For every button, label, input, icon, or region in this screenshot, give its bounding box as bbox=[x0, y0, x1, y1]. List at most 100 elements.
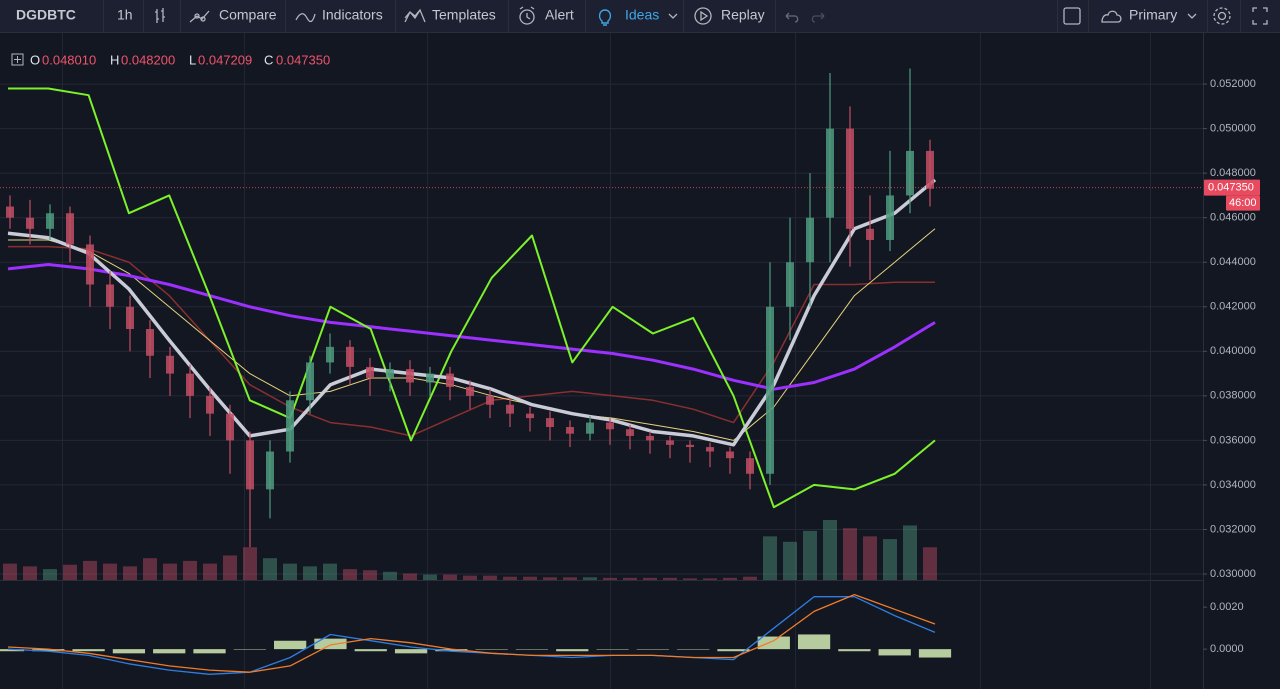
y-tick-label: 0.052000 bbox=[1210, 78, 1256, 90]
histogram-bar bbox=[556, 649, 589, 652]
separators bbox=[103, 0, 1241, 32]
cloud-icon[interactable] bbox=[1101, 10, 1122, 23]
compare-icon[interactable] bbox=[189, 10, 210, 23]
indicator-line bbox=[8, 87, 936, 509]
layout-caret[interactable] bbox=[1187, 13, 1197, 19]
histogram-bar bbox=[193, 649, 226, 654]
y-tick-label: 0.046000 bbox=[1210, 212, 1256, 224]
volume-bar bbox=[723, 577, 737, 580]
candle-body bbox=[506, 404, 514, 414]
interval[interactable]: 1h bbox=[117, 7, 133, 23]
symbol[interactable]: DGDBTC bbox=[16, 7, 76, 23]
ideas-caret[interactable] bbox=[668, 13, 678, 19]
candle-body bbox=[186, 373, 194, 396]
candle-body bbox=[586, 422, 594, 434]
candle-body bbox=[106, 284, 114, 307]
candle-body bbox=[846, 128, 854, 229]
histogram-bar bbox=[596, 649, 629, 650]
volume-bar bbox=[763, 536, 777, 580]
layout-name[interactable]: Primary bbox=[1129, 7, 1177, 23]
settings-icon[interactable] bbox=[1213, 7, 1231, 25]
toolbar-button[interactable]: Templates bbox=[432, 7, 496, 23]
indicator-line bbox=[8, 245, 935, 437]
volume-bar bbox=[423, 574, 437, 580]
ideas-icon[interactable] bbox=[598, 9, 612, 26]
toolbar-button[interactable]: Indicators bbox=[322, 7, 383, 23]
volume-bar bbox=[803, 530, 817, 580]
y-tick-label: 0.050000 bbox=[1210, 123, 1256, 135]
bar-style-icon[interactable] bbox=[155, 8, 165, 23]
volume-bar bbox=[243, 547, 257, 580]
candle-body bbox=[406, 369, 414, 383]
candle-body bbox=[886, 195, 894, 240]
layout-icon[interactable] bbox=[1063, 7, 1081, 25]
toolbar-button[interactable]: Ideas bbox=[625, 7, 659, 23]
volume-bar bbox=[43, 569, 57, 580]
candle-body bbox=[426, 373, 434, 383]
y-tick-label: 0.0000 bbox=[1210, 643, 1244, 655]
countdown: 46:00 bbox=[1229, 197, 1257, 209]
open-label: O bbox=[30, 52, 40, 67]
candle-body bbox=[786, 262, 794, 307]
toolbar-button[interactable]: Alert bbox=[545, 7, 574, 23]
histogram-bar bbox=[354, 649, 387, 652]
toolbar-button[interactable]: Replay bbox=[721, 7, 765, 23]
templates-icon[interactable] bbox=[404, 8, 426, 23]
toolbar bbox=[0, 0, 1280, 32]
volume-bar bbox=[543, 577, 557, 580]
volume-bar bbox=[123, 566, 137, 580]
candle-body bbox=[726, 451, 734, 459]
high-value: 0.048200 bbox=[121, 52, 175, 67]
y-tick-label: 0.048000 bbox=[1210, 167, 1256, 179]
volume-bar bbox=[363, 570, 377, 580]
candle-body bbox=[686, 444, 694, 448]
countdown-box bbox=[1226, 195, 1260, 211]
candle-body bbox=[546, 418, 554, 428]
histogram-bar bbox=[918, 649, 952, 658]
alert-icon[interactable] bbox=[519, 6, 535, 25]
volume-bar bbox=[163, 563, 177, 580]
redo[interactable] bbox=[811, 12, 825, 23]
candle-body bbox=[266, 451, 274, 490]
legend-toggle[interactable] bbox=[11, 53, 24, 66]
candle-body bbox=[446, 373, 454, 387]
candle-body bbox=[706, 447, 714, 452]
y-tick-label: 0.0020 bbox=[1210, 601, 1244, 613]
undo[interactable] bbox=[785, 12, 799, 23]
histogram-bar bbox=[153, 649, 186, 654]
candle-body bbox=[346, 346, 354, 367]
candle-body bbox=[526, 413, 534, 419]
volume-bar bbox=[663, 577, 677, 580]
volume-bar bbox=[623, 577, 637, 580]
volume-bar bbox=[63, 564, 77, 580]
replay-icon[interactable] bbox=[694, 7, 712, 25]
volume-bar bbox=[223, 555, 237, 580]
candle-body bbox=[746, 458, 754, 474]
vertical-grid bbox=[62, 33, 1151, 689]
y-tick-label: 0.040000 bbox=[1210, 345, 1256, 357]
fullscreen-icon[interactable] bbox=[1252, 7, 1268, 25]
candle-body bbox=[566, 427, 574, 434]
candle-body bbox=[486, 395, 494, 405]
last-price-label: 0.047350 bbox=[1208, 182, 1254, 194]
candle-body bbox=[366, 366, 374, 379]
candle-body bbox=[26, 217, 34, 229]
volume-bar bbox=[83, 560, 97, 580]
indicators-icon[interactable] bbox=[295, 13, 316, 23]
histogram-bar bbox=[677, 649, 710, 650]
volume-bar bbox=[263, 558, 277, 580]
volume-bar bbox=[483, 575, 497, 580]
volume-bar bbox=[103, 563, 117, 580]
toolbar-button[interactable]: Compare bbox=[219, 7, 277, 23]
volume-bar bbox=[603, 577, 617, 580]
volume-bar bbox=[3, 563, 17, 580]
last-price-box bbox=[1204, 179, 1260, 196]
candle-body bbox=[646, 435, 654, 441]
y-tick-label: 0.042000 bbox=[1210, 301, 1256, 313]
histogram-bar bbox=[878, 649, 911, 656]
histogram-bar bbox=[314, 638, 347, 650]
volume-bar bbox=[843, 528, 857, 580]
y-tick-label: 0.038000 bbox=[1210, 390, 1256, 402]
histogram-bar bbox=[797, 634, 831, 650]
histogram-bar bbox=[0, 649, 25, 652]
